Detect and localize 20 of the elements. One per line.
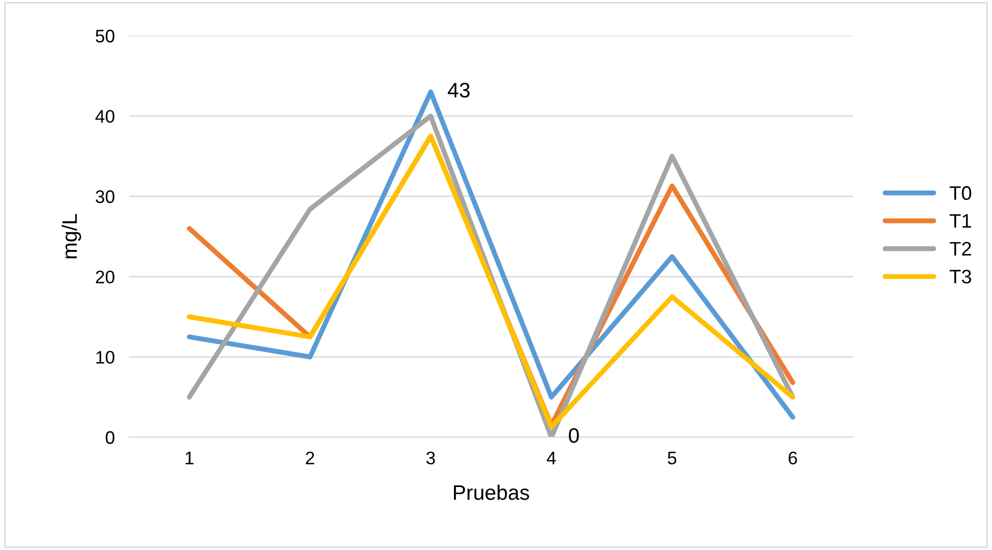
y-tick-label: 30 xyxy=(96,190,114,204)
y-tick-label: 20 xyxy=(96,270,114,284)
x-tick-label: 5 xyxy=(668,452,676,464)
x-tick-label: 6 xyxy=(788,452,797,464)
y-tick-label: 40 xyxy=(95,110,114,123)
y-tick-label: 0 xyxy=(106,431,114,444)
y-tick-label: 50 xyxy=(96,30,114,42)
x-tick-label: 3 xyxy=(426,452,435,464)
data-label: 0 xyxy=(568,428,579,443)
legend-label: T1 xyxy=(950,214,972,228)
legend-label: T3 xyxy=(950,270,972,284)
x-tick-label: 1 xyxy=(186,452,194,464)
y-tick-label: 10 xyxy=(96,350,114,364)
y-axis-title: mg/L xyxy=(62,214,82,258)
x-tick-label: 2 xyxy=(306,452,314,464)
x-tick-label: 4 xyxy=(546,452,556,464)
legend-label: T0 xyxy=(950,186,972,200)
x-axis-title: Pruebas xyxy=(454,484,530,500)
legend-label: T2 xyxy=(950,242,971,256)
data-label: 43 xyxy=(448,82,470,98)
